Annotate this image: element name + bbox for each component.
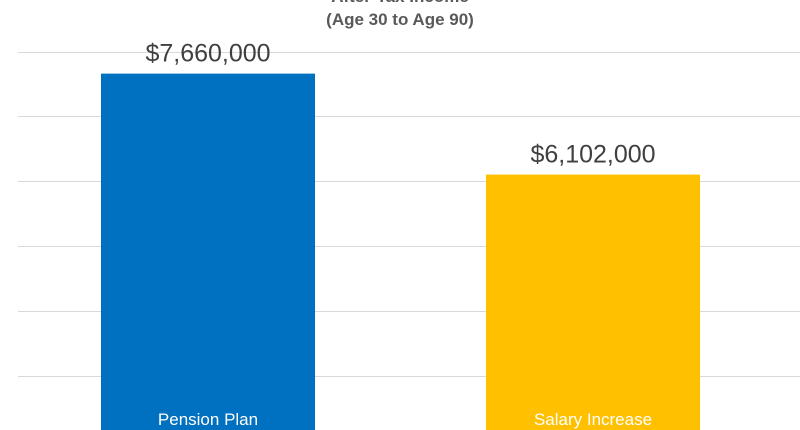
bar-salary-increase xyxy=(486,174,700,430)
chart-subtitle: (Age 30 to Age 90) xyxy=(326,10,474,29)
data-label: $7,660,000 xyxy=(145,40,270,68)
category-label: Salary Increase xyxy=(534,410,652,429)
data-label: $6,102,000 xyxy=(530,141,655,169)
chart-title: After-Tax Income xyxy=(0,0,800,8)
bar-pension-plan xyxy=(101,73,315,430)
category-label: Pension Plan xyxy=(158,410,258,429)
